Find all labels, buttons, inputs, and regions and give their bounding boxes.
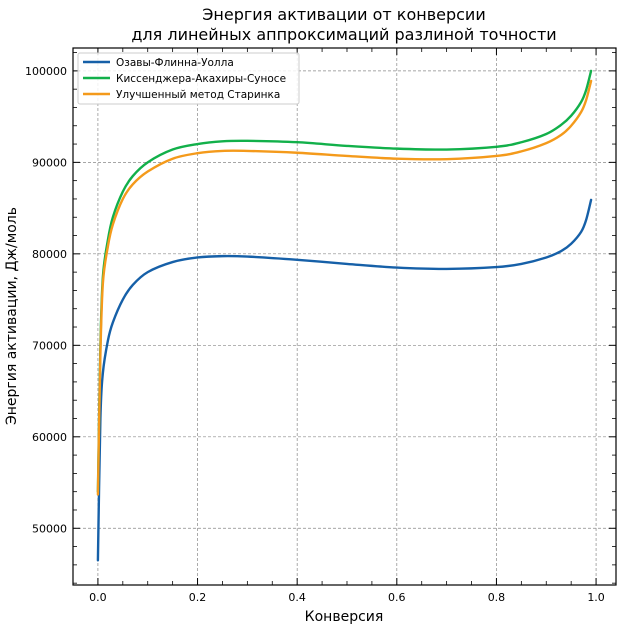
- x-tick-label: 0.2: [189, 591, 207, 604]
- x-tick-label: 0.6: [388, 591, 406, 604]
- legend-label-kissinger: Киссенджера-Акахиры-Суносе: [116, 73, 286, 85]
- series-line-kissinger: [96, 69, 593, 493]
- chart-title-line-1: Энергия активации от конверсии: [202, 5, 485, 24]
- series-line-ozawa: [96, 198, 593, 562]
- y-tick-label: 90000: [32, 156, 67, 169]
- x-tick-label: 0.4: [288, 591, 306, 604]
- legend-box: [77, 52, 300, 105]
- y-tick-label: 60000: [32, 431, 67, 444]
- y-axis-label: Энергия активации, Дж/моль: [4, 207, 20, 425]
- x-axis-label: Конверсия: [305, 609, 384, 625]
- y-tick-label: 50000: [32, 522, 67, 535]
- x-tick-label: 1.0: [587, 591, 605, 604]
- x-tick-label: 0.8: [488, 591, 506, 604]
- legend: Озавы-Флинна-Уолла Киссенджера-Акахиры-С…: [77, 52, 300, 105]
- tick-labels: 0.0 0.2 0.4 0.6 0.8 1.0 50000 60000 70000 80000 90…: [25, 65, 605, 604]
- series-lines: [96, 69, 593, 562]
- series-line-starink: [96, 79, 593, 496]
- plot-frame: [72, 47, 617, 586]
- y-tick-label: 80000: [32, 248, 67, 261]
- legend-label-ozawa: Озавы-Флинна-Уолла: [116, 57, 234, 69]
- y-tick-label: 100000: [25, 65, 67, 78]
- x-tick-label: 0.0: [89, 591, 107, 604]
- y-tick-label: 70000: [32, 339, 67, 352]
- legend-label-starink: Улучшенный метод Старинка: [116, 89, 280, 101]
- axis-ticks: [72, 48, 616, 585]
- chart-title-line-2: для линейных аппроксимаций разлиной точн…: [131, 25, 556, 44]
